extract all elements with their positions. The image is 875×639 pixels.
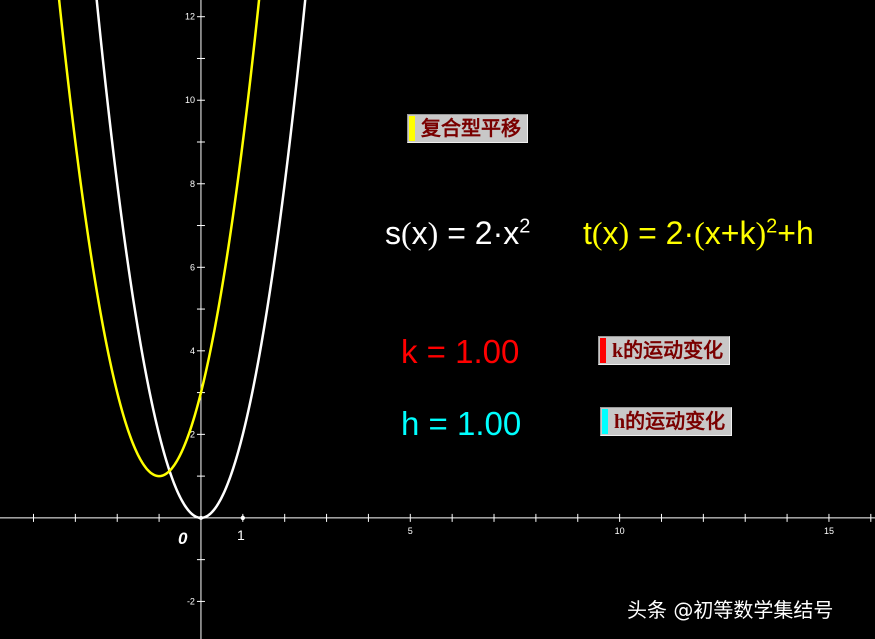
y-tick-label: 8	[190, 179, 195, 189]
formula-t-body: = 2·	[629, 215, 695, 251]
button-marker	[409, 116, 415, 141]
y-tick-label: 2	[190, 429, 195, 439]
h-animate-button[interactable]: h的运动变化	[600, 407, 733, 436]
y-tick-label: -2	[187, 596, 195, 606]
origin-label: 0	[178, 529, 188, 548]
y-tick-label: 4	[190, 346, 195, 356]
x-tick-label: 5	[408, 526, 413, 536]
h-animate-label: h的运动变化	[614, 411, 726, 433]
unit-label: 1	[237, 527, 245, 543]
composite-translation-button[interactable]: 复合型平移	[407, 114, 528, 143]
k-animate-label: k的运动变化	[612, 340, 724, 362]
h-value: h = 1.00	[401, 405, 522, 442]
formula-t: t(x) = 2·(x+k)2+h	[583, 215, 814, 251]
watermark: 头条 @初等数学集结号	[627, 598, 834, 622]
curve-s	[95, 0, 307, 520]
formula-s-body: = 2·x	[438, 215, 520, 251]
y-tick-label: 12	[185, 12, 195, 22]
y-tick-label: 10	[185, 95, 195, 105]
composite-translation-label: 复合型平移	[421, 118, 521, 140]
y-tick-label: 6	[190, 262, 195, 272]
formula-t-tail: +h	[777, 215, 814, 251]
x-tick-label: 15	[824, 526, 834, 536]
formula-s: s(x) = 2·x2	[385, 215, 531, 251]
function-curves	[57, 0, 307, 520]
formula-s-arg: x	[411, 215, 428, 251]
k-value: k = 1.00	[401, 333, 520, 370]
formula-t-lhs: t	[583, 215, 592, 251]
formula-s-exp: 2	[519, 215, 531, 238]
formula-t-exp: 2	[766, 215, 778, 238]
k-animate-button[interactable]: k的运动变化	[598, 336, 731, 365]
button-marker	[600, 338, 606, 363]
button-marker	[602, 409, 608, 434]
formula-s-lhs: s	[385, 215, 401, 251]
formula-t-inner: x+k	[704, 215, 756, 251]
unit-point[interactable]	[240, 515, 246, 521]
formula-t-arg: x	[602, 215, 619, 251]
curve-t	[57, 0, 261, 478]
x-tick-label: 10	[615, 526, 625, 536]
